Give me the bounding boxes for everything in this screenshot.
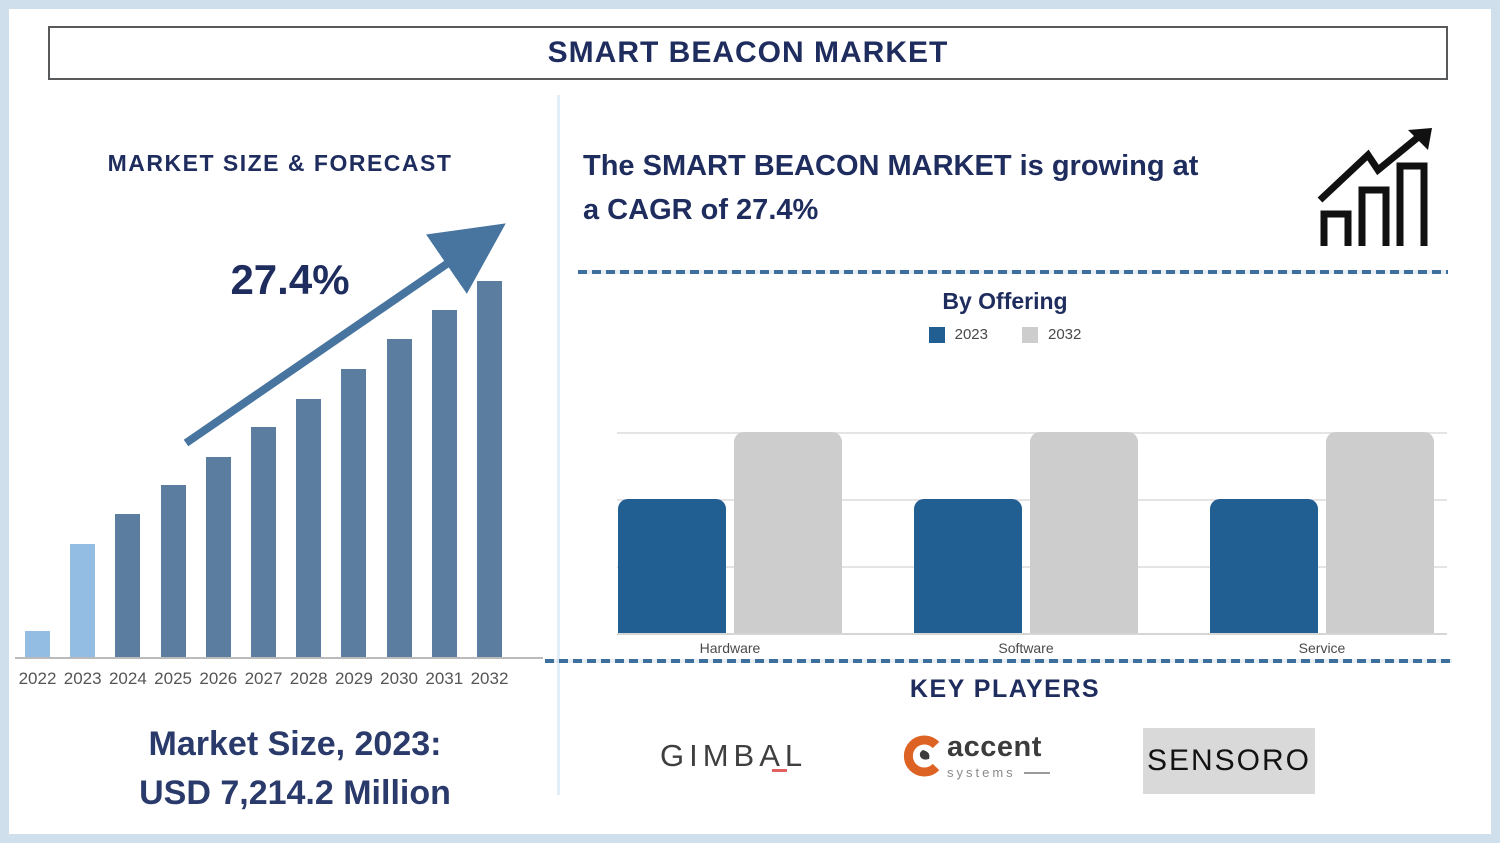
offering-category-label-service: Service	[1298, 640, 1346, 656]
title-box: SMART BEACON MARKET	[48, 26, 1448, 80]
offering-bar-2032-service	[1326, 432, 1434, 633]
growth-statement-line1: The SMART BEACON MARKET is growing at	[583, 150, 1199, 182]
forecast-bar-chart: 2022 2023 2024 2025 2026 2027 2028 2029 2030 2031…	[0, 0, 560, 720]
panel-divider	[557, 95, 560, 795]
forecast-bar-2026	[205, 457, 231, 658]
gimbal-logo: GIMBAL	[660, 738, 820, 780]
offering-bar-2032-software	[1030, 432, 1138, 633]
offering-bar-2023-hardware	[618, 499, 726, 633]
forecast-year-label-2030: 2030	[380, 669, 418, 688]
market-size-text: Market Size, 2023: USD 7,214.2 Million	[55, 720, 535, 819]
forecast-bar-2022	[25, 631, 50, 658]
legend-label-2023: 2023	[954, 326, 988, 343]
market-size-line1: Market Size, 2023:	[148, 725, 442, 763]
forecast-bar-2027	[251, 427, 276, 658]
forecast-year-label-2026: 2026	[199, 669, 238, 688]
legend-swatch-2023	[928, 326, 945, 343]
forecast-bar-2024	[115, 514, 141, 658]
forecast-year-label-2028: 2028	[289, 669, 328, 688]
forecast-year-label-2031: 2031	[425, 669, 464, 688]
market-size-forecast-heading: MARKET SIZE & FORECAST	[107, 150, 453, 176]
offering-bar-2023-software	[914, 499, 1022, 633]
forecast-bar-2029	[341, 369, 367, 658]
forecast-bar-2028	[296, 399, 322, 658]
market-size-line2: USD 7,214.2 Million	[139, 774, 451, 813]
gridline-3	[617, 432, 1447, 434]
by-offering-legend: 2023 2032	[560, 326, 1450, 343]
accent-logo-line	[1023, 771, 1050, 774]
offering-category-label-software: Software	[998, 640, 1054, 656]
accent-logo-subtext: systems	[947, 765, 1016, 780]
key-players-heading: KEY PLAYERS	[909, 675, 1101, 703]
forecast-year-label-2024: 2024	[108, 669, 147, 688]
separator-dashed-top	[578, 270, 1448, 274]
cagr-value-label: 27.4%	[230, 256, 350, 303]
growth-statement-line2: a CAGR of 27.4%	[583, 194, 819, 226]
growth-chart-icon	[1317, 128, 1432, 246]
forecast-year-label-2029: 2029	[334, 669, 373, 688]
forecast-year-label-2022: 2022	[18, 669, 57, 688]
forecast-bar-2023	[70, 544, 96, 658]
forecast-bar-2031	[431, 310, 457, 658]
by-offering-bar-chart: Hardware Software Service	[617, 432, 1447, 656]
accent-swirl-icon	[903, 735, 940, 777]
accent-logo-text: accent	[947, 731, 1042, 763]
offering-bar-2032-hardware	[734, 432, 842, 633]
sensoro-logo-text: SENSORO	[1146, 744, 1312, 777]
legend-item-2023: 2023	[928, 326, 988, 343]
legend-item-2032: 2032	[1022, 326, 1081, 343]
gimbal-logo-text: GIMBAL	[660, 738, 808, 773]
separator-dashed-bottom	[545, 659, 1452, 663]
page-title: SMART BEACON MARKET	[547, 36, 949, 69]
forecast-year-label-2025: 2025	[154, 669, 192, 688]
forecast-x-axis	[15, 657, 543, 659]
forecast-bar-2032	[477, 281, 502, 658]
forecast-year-label-2032: 2032	[470, 669, 509, 688]
legend-swatch-2032	[1022, 326, 1038, 343]
gimbal-red-dash	[772, 769, 787, 772]
offering-category-label-hardware: Hardware	[699, 640, 761, 656]
growth-arrow-icon	[183, 223, 506, 447]
legend-label-2032: 2032	[1048, 326, 1082, 343]
by-offering-title: By Offering	[942, 288, 1068, 314]
offering-bar-2023-service	[1210, 499, 1318, 633]
forecast-bar-2030	[386, 339, 412, 658]
accent-systems-logo: accent systems	[903, 733, 1063, 793]
sensoro-logo: SENSORO	[1143, 728, 1315, 794]
forecast-year-label-2027: 2027	[244, 669, 283, 688]
forecast-year-label-2023: 2023	[63, 669, 102, 688]
gridline-0	[617, 633, 1447, 635]
forecast-bar-2025	[160, 485, 186, 658]
